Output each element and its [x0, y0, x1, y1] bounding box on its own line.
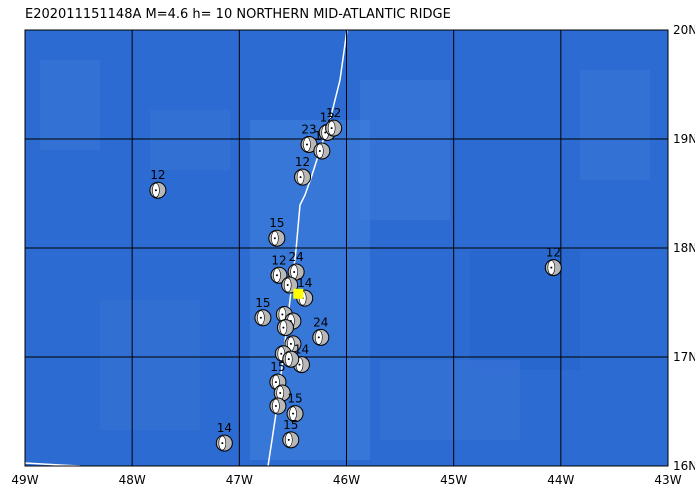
- depth-label: 12: [271, 253, 286, 267]
- focal-mechanism: [312, 328, 330, 346]
- beachball-axis: [289, 342, 292, 345]
- depth-label: 12: [150, 168, 165, 182]
- depth-label: 12: [326, 106, 341, 120]
- y-tick-label: 18N: [673, 241, 695, 255]
- focal-mechanism: [287, 263, 305, 281]
- depth-label: 24: [288, 250, 303, 264]
- focal-mechanism: [282, 350, 300, 368]
- beachball-axis: [273, 237, 276, 240]
- beachball-axis: [274, 381, 277, 384]
- focal-mechanism: [254, 309, 272, 327]
- focal-mechanism: [269, 397, 287, 415]
- beachball-axis: [154, 189, 157, 192]
- beachball-axis: [330, 127, 333, 130]
- beachball-axis: [287, 438, 290, 441]
- depth-label: 15: [270, 360, 285, 374]
- beachball-axis: [298, 363, 301, 366]
- focal-mechanism: [149, 181, 167, 199]
- x-tick-label: 46W: [333, 473, 360, 487]
- focal-mechanism: [286, 405, 304, 423]
- y-tick-label: 17N: [673, 350, 695, 364]
- focal-mechanism: [276, 319, 294, 337]
- beachball-axis: [259, 316, 262, 319]
- focal-mechanism: [544, 259, 562, 277]
- map-title: E202011151148A M=4.6 h= 10 NORTHERN MID-…: [25, 7, 451, 22]
- x-tick-label: 47W: [226, 473, 253, 487]
- focal-mechanism: [268, 229, 286, 247]
- depth-label: 15: [269, 216, 284, 230]
- focal-mechanism: [215, 434, 233, 452]
- beachball-axis: [280, 352, 283, 355]
- beachball-axis: [318, 149, 321, 152]
- beachball-axis: [282, 326, 285, 329]
- beachball-axis: [275, 274, 278, 277]
- depth-label: 12: [295, 155, 310, 169]
- x-tick-label: 44W: [547, 473, 574, 487]
- beachball-axis: [299, 176, 302, 179]
- depth-label: 23: [301, 122, 316, 136]
- depth-label: 15: [255, 296, 270, 310]
- beachball-axis: [324, 131, 327, 134]
- x-tick-label: 45W: [440, 473, 467, 487]
- beachball-axis: [292, 412, 295, 415]
- depth-label: 15: [287, 392, 302, 406]
- focal-mechanism: [282, 431, 300, 449]
- depth-label: 14: [217, 421, 232, 435]
- beachball-axis: [293, 270, 296, 273]
- beachball-axis: [286, 284, 289, 287]
- x-tick-label: 43W: [654, 473, 681, 487]
- depth-label: 14: [297, 276, 312, 290]
- x-tick-label: 49W: [11, 473, 38, 487]
- focal-mechanism: [313, 142, 331, 160]
- focal-mechanism: [294, 168, 312, 186]
- y-tick-label: 19N: [673, 132, 695, 146]
- depth-label: 24: [313, 315, 328, 329]
- depth-label: 14: [294, 343, 309, 357]
- beachball-axis: [279, 391, 282, 394]
- beachball-axis: [221, 442, 224, 445]
- focal-mechanism: [270, 266, 288, 284]
- map-frame: [24, 29, 669, 467]
- beachball-axis: [305, 143, 308, 146]
- beachball-axis: [317, 336, 320, 339]
- beachball-axis: [281, 313, 284, 316]
- beachball-axis: [287, 358, 290, 361]
- focal-mechanism: [273, 384, 291, 402]
- y-tick-label: 16N: [673, 459, 695, 473]
- y-tick-label: 20N: [673, 23, 695, 37]
- beachball-axis: [550, 266, 553, 269]
- focal-mechanism: [325, 119, 343, 137]
- x-tick-label: 48W: [119, 473, 146, 487]
- depth-label: 12: [546, 246, 561, 260]
- depth-label: 15: [283, 418, 298, 432]
- beachball-axis: [274, 405, 277, 408]
- main-event: [293, 288, 304, 299]
